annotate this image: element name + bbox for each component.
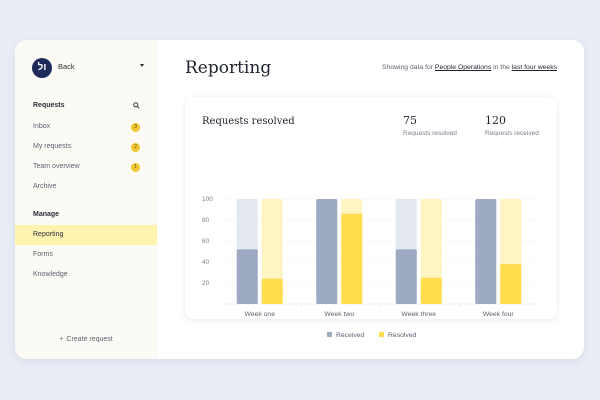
resolved-bar bbox=[500, 264, 522, 304]
resolved-bar bbox=[341, 213, 363, 304]
resolved-bar bbox=[261, 278, 283, 304]
period-filter-link[interactable]: last four weeks bbox=[511, 64, 557, 71]
sidebar-item-my-requests[interactable]: My requests 2 bbox=[15, 137, 157, 157]
chevron-down-icon[interactable] bbox=[140, 64, 144, 67]
create-request-label: Create request bbox=[66, 336, 113, 343]
filter-mid: in the bbox=[493, 64, 510, 71]
app-window: ול Back Requests Inbox 3 My requests 2 T… bbox=[15, 40, 584, 359]
page-title: Reporting bbox=[185, 58, 272, 78]
sidebar-item-label: Forms bbox=[33, 251, 53, 258]
data-filter: Showing data for People Operations in th… bbox=[382, 64, 557, 71]
sidebar-item-team-overview[interactable]: Team overview 1 bbox=[15, 157, 157, 177]
stat-received: 120 Requests received bbox=[485, 114, 539, 137]
plus-icon: + bbox=[59, 336, 64, 343]
resolved-bar bbox=[420, 277, 442, 304]
legend-label: Resolved bbox=[388, 332, 417, 339]
stat-value: 120 bbox=[485, 114, 506, 127]
report-card: Requests resolved 75 Requests resolved 1… bbox=[185, 97, 557, 339]
legend-swatch bbox=[379, 332, 384, 337]
manage-section-title: Manage bbox=[33, 211, 60, 218]
search-icon[interactable] bbox=[133, 102, 140, 109]
team-filter-link[interactable]: People Operations bbox=[434, 64, 492, 71]
received-bar bbox=[475, 199, 497, 304]
sidebar-item-label: Team overview bbox=[33, 163, 80, 170]
sidebar-item-knowledge[interactable]: Knowledge bbox=[15, 265, 157, 285]
y-tick-label: 60 bbox=[202, 238, 210, 245]
y-tick-label: 80 bbox=[202, 217, 210, 224]
sidebar-item-label: My requests bbox=[33, 143, 72, 150]
sidebar: ול Back Requests Inbox 3 My requests 2 T… bbox=[15, 40, 157, 359]
legend-swatch bbox=[327, 332, 332, 337]
sidebar-item-archive[interactable]: Archive bbox=[15, 177, 157, 197]
sidebar-item-label: Knowledge bbox=[33, 271, 68, 278]
count-badge: 1 bbox=[131, 162, 140, 172]
y-tick-label: 20 bbox=[202, 280, 210, 287]
sidebar-item-label: Archive bbox=[33, 183, 57, 190]
avatar: ול bbox=[32, 58, 52, 78]
back-label: Back bbox=[58, 62, 75, 71]
x-tick-label: Week four bbox=[483, 311, 515, 318]
sidebar-item-label: Inbox bbox=[33, 123, 51, 130]
received-bar bbox=[395, 249, 417, 304]
received-bar bbox=[236, 249, 258, 304]
stat-resolved: 75 Requests resolved bbox=[403, 114, 457, 137]
bar-chart: 100 80 60 40 20 Week one Week two Week three Wee… bbox=[202, 196, 540, 339]
count-badge: 2 bbox=[131, 142, 140, 152]
y-tick-label: 40 bbox=[202, 259, 210, 266]
count-badge: 3 bbox=[131, 122, 140, 132]
x-tick-label: Week three bbox=[401, 311, 436, 318]
stat-caption: Requests resolved bbox=[403, 130, 457, 137]
legend-label: Received bbox=[336, 332, 365, 339]
stat-value: 75 bbox=[403, 114, 417, 127]
sidebar-item-forms[interactable]: Forms bbox=[15, 245, 157, 265]
y-tick-label: 100 bbox=[202, 196, 213, 203]
received-bar bbox=[316, 199, 338, 304]
stat-caption: Requests received bbox=[485, 130, 539, 137]
sidebar-item-inbox[interactable]: Inbox 3 bbox=[15, 117, 157, 137]
create-request-button[interactable]: + Create request bbox=[15, 336, 157, 343]
filter-prefix: Showing data for bbox=[382, 64, 434, 71]
sidebar-item-label: Reporting bbox=[33, 231, 64, 238]
x-tick-label: Week one bbox=[245, 311, 276, 318]
x-tick-label: Week two bbox=[324, 311, 354, 318]
back-button[interactable]: ול Back bbox=[32, 58, 144, 78]
card-title: Requests resolved bbox=[202, 116, 295, 127]
requests-section-title: Requests bbox=[33, 102, 65, 109]
resolved-bar-track bbox=[261, 199, 283, 304]
sidebar-item-reporting[interactable]: Reporting bbox=[15, 225, 157, 245]
